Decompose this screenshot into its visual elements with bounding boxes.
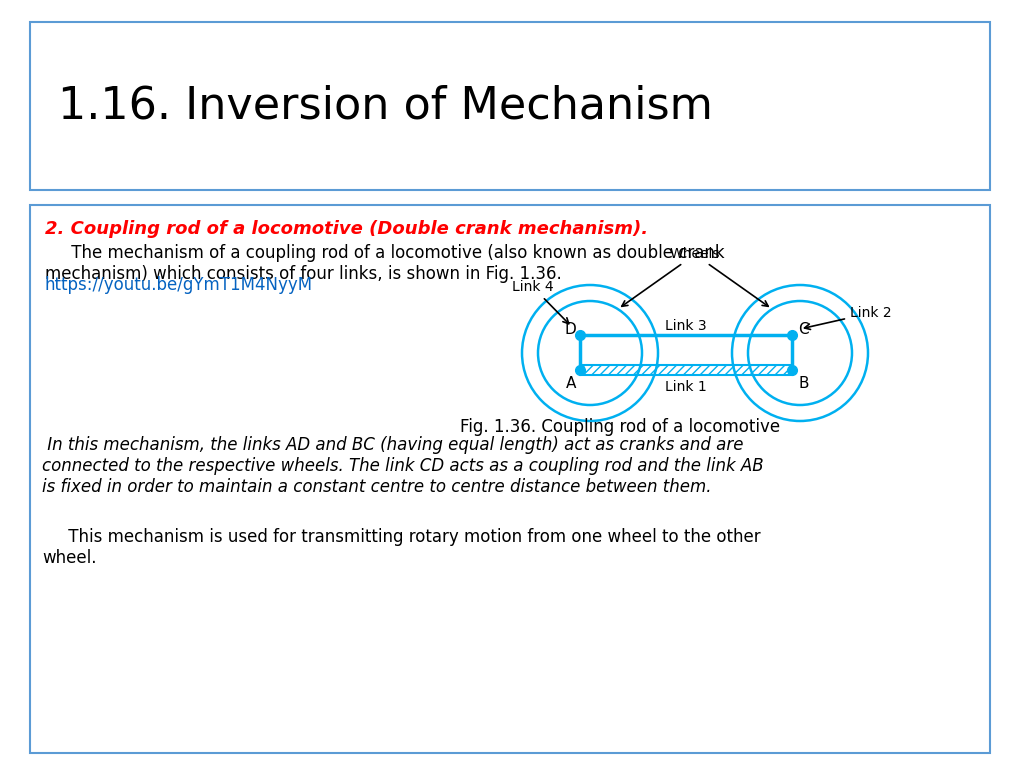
Text: Link 3: Link 3 (666, 319, 707, 333)
Text: D: D (564, 322, 575, 336)
Text: B: B (798, 376, 809, 392)
Text: In this mechanism, the links AD and BC (having equal length) act as cranks and a: In this mechanism, the links AD and BC (… (42, 436, 764, 495)
Text: C: C (798, 322, 809, 336)
Text: Link 2: Link 2 (805, 306, 892, 329)
Text: https://youtu.be/gYmT1M4NyyM: https://youtu.be/gYmT1M4NyyM (45, 276, 313, 294)
Text: A: A (566, 376, 577, 392)
Text: Fig. 1.36. Coupling rod of a locomotive: Fig. 1.36. Coupling rod of a locomotive (460, 418, 780, 436)
FancyBboxPatch shape (30, 22, 990, 190)
Text: Link 1: Link 1 (666, 380, 707, 394)
Bar (580, 365, 792, 375)
FancyBboxPatch shape (30, 205, 990, 753)
Text: The mechanism of a coupling rod of a locomotive (also known as double crank
mech: The mechanism of a coupling rod of a loc… (45, 244, 725, 283)
Text: This mechanism is used for transmitting rotary motion from one wheel to the othe: This mechanism is used for transmitting … (42, 528, 761, 567)
Text: 1.16. Inversion of Mechanism: 1.16. Inversion of Mechanism (58, 84, 713, 127)
Text: 2. Coupling rod of a locomotive (Double crank mechanism).: 2. Coupling rod of a locomotive (Double … (45, 220, 648, 238)
Text: Wheels: Wheels (670, 247, 720, 261)
Text: Link 4: Link 4 (512, 280, 568, 323)
